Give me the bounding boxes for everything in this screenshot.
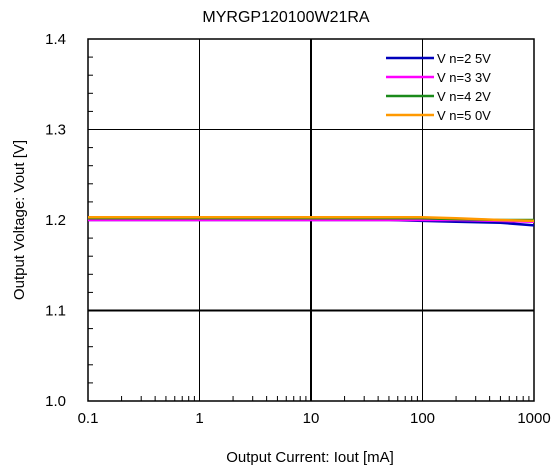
series-line	[88, 216, 535, 223]
data-series	[88, 216, 535, 227]
legend-label: V n=5 0V	[437, 108, 491, 123]
legend: V n=2 5V V n=3 3V V n=4 2V V n=5 0V	[386, 51, 491, 123]
legend-label: V n=3 3V	[437, 70, 491, 85]
y-tick-labels: 1.0 1.1 1.2 1.3 1.4	[45, 31, 66, 410]
y-tick-label: 1.2	[45, 212, 66, 229]
x-axis-label: Output Current: Iout [mA]	[226, 449, 394, 466]
x-tick-label: 0.1	[78, 410, 99, 427]
y-tick-label: 1.4	[45, 31, 66, 48]
y-axis-label: Output Voltage: Vout [V]	[11, 140, 28, 300]
x-tick-label: 100	[410, 410, 435, 427]
y-tick-label: 1.3	[45, 122, 66, 139]
chart-title: MYRGP120100W21RA	[202, 9, 370, 26]
x-tick-label: 1	[195, 410, 203, 427]
minor-tick-marks	[88, 56, 530, 401]
legend-label: V n=2 5V	[437, 51, 491, 66]
y-tick-label: 1.1	[45, 303, 66, 320]
x-tick-labels: 0.1 1 10 100 1000	[78, 410, 551, 427]
y-tick-label: 1.0	[45, 393, 66, 410]
legend-label: V n=4 2V	[437, 89, 491, 104]
x-tick-label: 10	[303, 410, 320, 427]
x-tick-label: 1000	[517, 410, 550, 427]
